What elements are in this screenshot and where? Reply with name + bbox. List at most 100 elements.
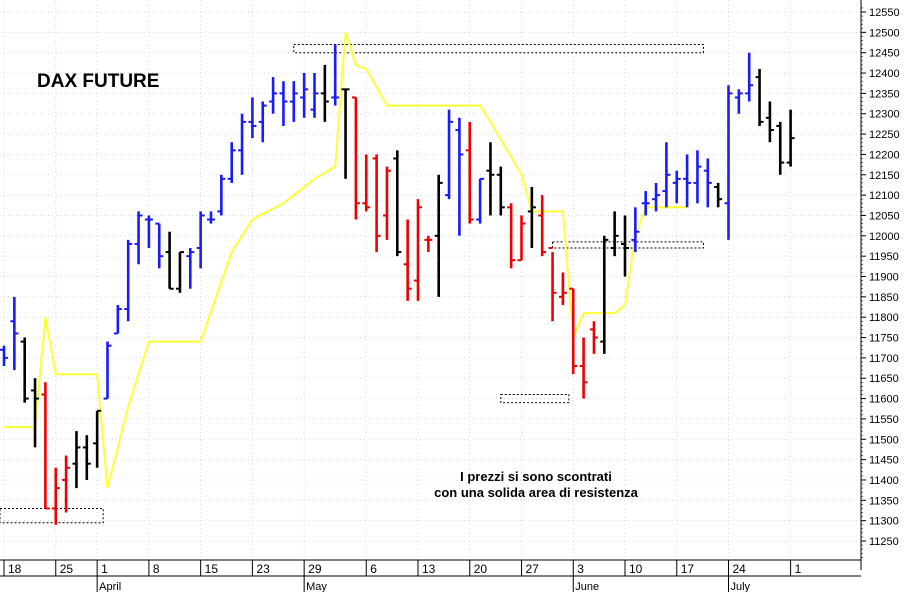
ohlc-bar [652,182,661,212]
x-tick-label: 6 [370,562,377,576]
ohlc-bar [124,239,133,322]
x-tick-label: 1 [101,562,108,576]
month-label: April [99,581,121,592]
ohlc-bar [196,211,205,269]
y-tick-label: 11250 [869,536,899,548]
ohlc-bar [538,195,547,257]
ohlc-bar [414,199,422,301]
month-label: July [731,581,751,592]
ohlc-bar [434,174,443,297]
yellow-indicator-line [4,31,688,489]
ohlc-bar [527,186,536,249]
x-tick-label: 23 [256,562,270,576]
ohlc-bar [279,81,288,126]
month-label: June [575,581,599,592]
ohlc-bar [558,272,567,305]
ohlc-bar [144,215,153,249]
ohlc-bar [724,85,733,240]
ohlc-bar [610,211,619,257]
price-zone-box [0,507,104,524]
y-tick-label: 11550 [869,414,899,426]
ohlc-bar [155,222,164,269]
ohlc-bar [186,248,195,289]
ohlc-bar [331,44,340,106]
ohlc-bar [589,321,598,354]
ohlc-bar [786,109,795,167]
price-zone-box [293,44,704,54]
ohlc-bar [393,150,402,257]
ohlc-bar [320,64,329,122]
ohlc-bar [93,409,102,468]
y-tick-label: 12300 [869,109,900,121]
ohlc-bar [455,117,464,236]
ohlc-bar [289,81,298,122]
ohlc-bar [445,109,454,200]
ohlc-bar [465,121,474,224]
ohlc-bar [424,235,433,253]
price-bars [0,44,795,525]
ohlc-bar [248,97,257,139]
y-tick-label: 12000 [869,231,900,243]
ohlc-bar [103,341,112,400]
ohlc-bar [621,215,629,277]
ohlc-bar [51,467,60,525]
ohlc-bar [62,455,71,513]
chart-title: DAX FUTURE [37,71,159,92]
ohlc-bar [238,113,247,175]
month-label: May [306,581,327,592]
y-tick-label: 11600 [869,394,899,406]
x-tick-label: 29 [308,562,322,576]
ohlc-bar [486,142,495,216]
ohlc-bar [300,73,309,118]
ohlc-bar [41,382,50,510]
y-tick-label: 11800 [869,312,899,324]
x-tick-label: 8 [153,562,160,576]
y-tick-label: 12200 [869,149,900,161]
y-tick-label: 11900 [869,272,899,284]
trend-line-layer [4,31,688,489]
y-tick-label: 12500 [869,27,900,39]
ohlc-bar [745,52,754,102]
ohlc-bar [217,174,226,216]
ohlc-bar [672,170,681,204]
x-tick-label: 20 [474,562,488,576]
ohlc-bar [579,337,588,399]
annotation-line-1: I prezzi si sono scontrati [460,469,612,484]
ohlc-bar [207,211,215,224]
ohlc-bar [10,296,19,371]
y-tick-label: 11300 [869,516,899,528]
ohlc-bar [372,154,381,253]
ohlc-bar [341,88,350,179]
y-tick-label: 12400 [869,68,900,80]
ohlc-bar [776,121,785,175]
ohlc-bar [569,287,578,375]
y-tick-label: 11500 [869,434,899,446]
x-tick-label: 13 [422,562,436,576]
ohlc-bar [175,251,184,293]
y-tick-label: 12450 [869,48,900,60]
ohlc-bar [600,235,609,354]
y-tick-label: 12250 [869,129,900,141]
x-tick-label: 17 [681,562,695,576]
ohlc-bar [269,77,278,114]
ohlc-bar [0,345,8,367]
x-tick-label: 10 [629,562,643,576]
x-tick-label: 15 [205,562,219,576]
y-tick-label: 11400 [869,475,899,487]
y-tick-label: 12350 [869,88,900,100]
x-tick-label: 27 [526,562,540,576]
x-tick-label: 3 [577,562,584,576]
ohlc-bar [72,431,81,489]
ohlc-bar [496,166,505,216]
ohlc-bar [683,154,692,208]
ohlc-bar [662,142,671,208]
ohlc-bar [476,177,485,224]
ohlc-bar [31,378,40,448]
ohlc-bar [734,89,743,114]
ohlc-bar [631,207,640,253]
ohlc-bar [351,96,360,220]
y-tick-label: 11650 [869,373,899,385]
y-tick-label: 11700 [869,353,899,365]
